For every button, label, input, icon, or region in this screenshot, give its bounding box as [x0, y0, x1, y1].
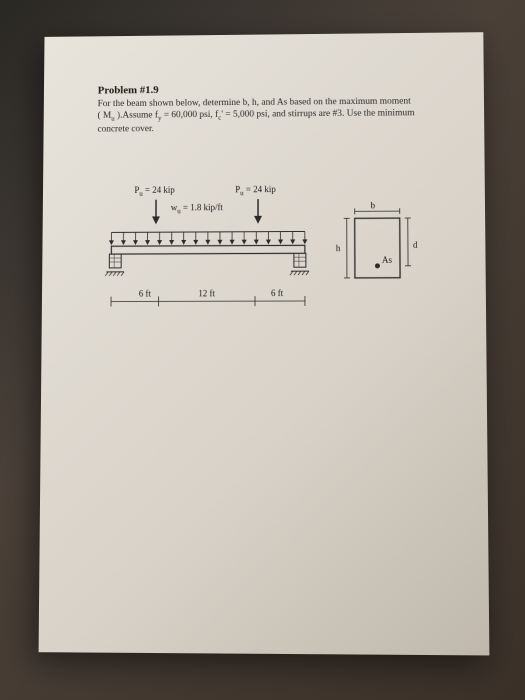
p1-arrow [152, 199, 160, 224]
diagram-svg [96, 183, 456, 363]
beam-rect [111, 245, 305, 254]
support-right [290, 253, 309, 275]
problem-text: For the beam shown below, determine b, h… [97, 95, 449, 136]
problem-title: Problem #1.9 [98, 82, 449, 97]
dist-load-arrows [109, 231, 307, 245]
diagram-area: Pu = 24 kip Pu = 24 kip wu = 1.8 kip/ft … [96, 183, 451, 363]
paper-sheet: Problem #1.9 For the beam shown below, d… [39, 32, 490, 655]
line3: concrete cover. [97, 125, 154, 135]
dimension-line [111, 296, 305, 307]
cross-section [344, 208, 411, 278]
p2-arrow [254, 199, 262, 224]
support-left [105, 254, 124, 276]
line1: For the beam shown below, determine b, h… [98, 97, 411, 110]
line2: ( Mu ).Assume fy = 60,000 psi, fc' = 5,0… [98, 109, 415, 121]
